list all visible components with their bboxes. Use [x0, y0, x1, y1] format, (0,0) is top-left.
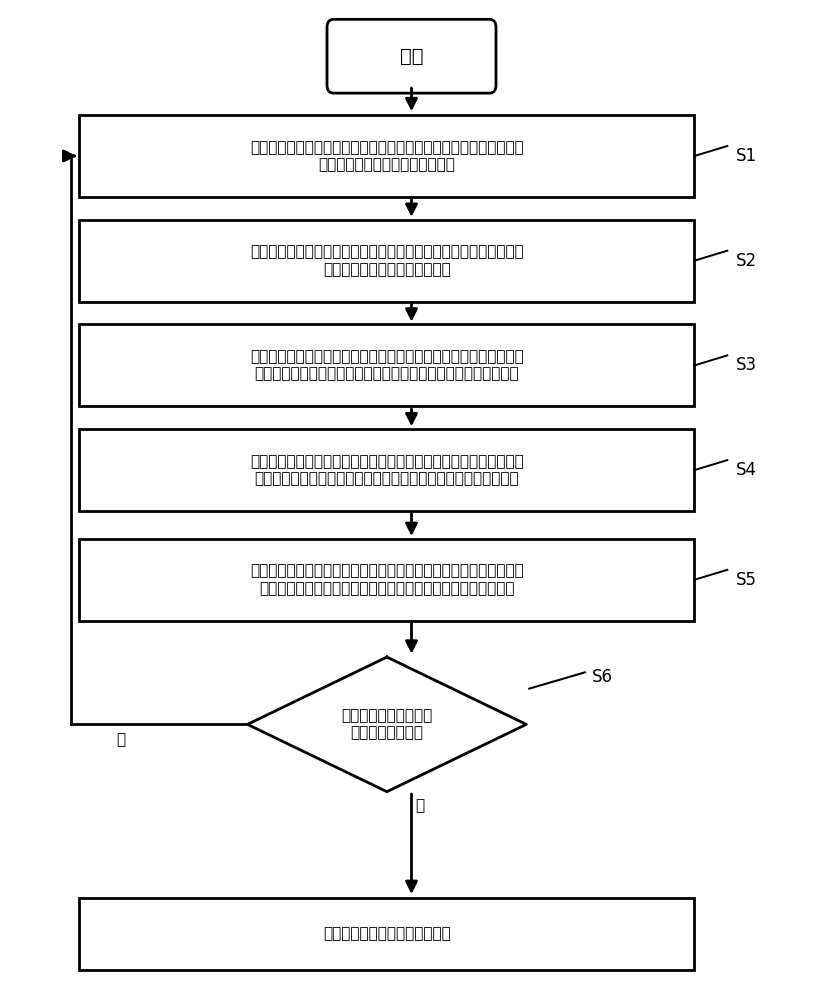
Bar	[79, 220, 695, 302]
Text: 计算综合负荷的曲线的日平均值线，计算综合负荷的曲线中日平均值
线的上部分对应的曲线峰的面积: 计算综合负荷的曲线的日平均值线，计算综合负荷的曲线中日平均值 线的上部分对应的曲…	[250, 244, 523, 277]
Text: 开始: 开始	[400, 47, 423, 66]
Bar	[79, 115, 695, 197]
Text: 生成负荷平移方案发送至控制端: 生成负荷平移方案发送至控制端	[323, 926, 451, 941]
Bar	[79, 324, 695, 406]
Text: 根据预设的峰值面积比例，生成第一截取线，第一截取线的上部分与
综合负荷的曲线围成的面积为曲线峰的面积与峰值面积比例的乘积: 根据预设的峰值面积比例，生成第一截取线，第一截取线的上部分与 综合负荷的曲线围成…	[250, 349, 523, 382]
Text: 获取目标时间尺度下两种单一负荷在预设区间内的数值，生成两种单
一负荷之和对应的综合负荷的曲线: 获取目标时间尺度下两种单一负荷在预设区间内的数值，生成两种单 一负荷之和对应的综…	[250, 140, 523, 172]
Text: S6: S6	[592, 668, 613, 686]
Bar	[79, 429, 695, 511]
FancyBboxPatch shape	[327, 19, 496, 93]
Text: 是: 是	[416, 799, 425, 814]
Text: S4: S4	[736, 461, 756, 479]
Bar	[79, 539, 695, 621]
Text: 否: 否	[116, 732, 125, 747]
Text: S3: S3	[736, 356, 756, 374]
Bar	[79, 898, 695, 970]
Polygon shape	[248, 657, 527, 792]
Text: S1: S1	[736, 147, 756, 165]
Text: 第一截取线、第二截取线与综合负荷的曲线生成综合需求响应曲线，
根据综合需求响应曲线计算目标时间尺度下的综合需求响应潜力: 第一截取线、第二截取线与综合负荷的曲线生成综合需求响应曲线， 根据综合需求响应曲…	[250, 564, 523, 596]
Text: 判断综合需求响应潜力
是否满足系统需求: 判断综合需求响应潜力 是否满足系统需求	[342, 708, 433, 741]
Text: S5: S5	[736, 571, 756, 589]
Text: 根据预设的峰值面积比例，生成第二截取线，第二截取线的下部分与
综合负荷的曲线围成的面积为曲线峰的面积与峰值面积比例的乘积: 根据预设的峰值面积比例，生成第二截取线，第二截取线的下部分与 综合负荷的曲线围成…	[250, 454, 523, 486]
Text: S2: S2	[736, 252, 756, 270]
